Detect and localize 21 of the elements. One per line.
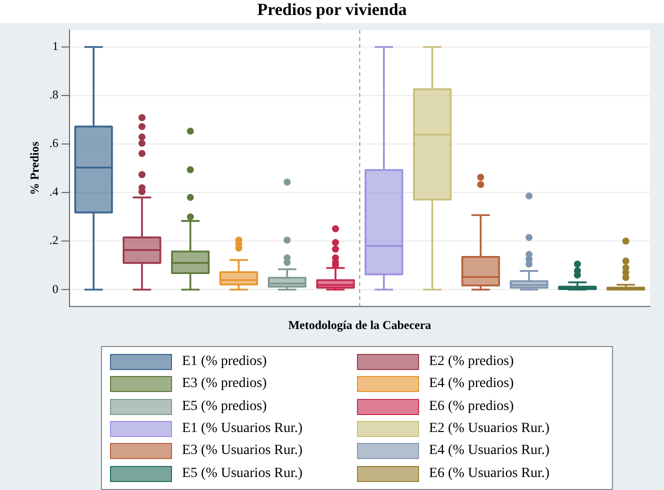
legend-label: E2 (% Usuarios Rur.) <box>429 420 550 437</box>
legend-label: E1 (% Usuarios Rur.) <box>182 420 303 437</box>
y-tick-label: 0 <box>52 282 58 296</box>
legend-label: E4 (% predios) <box>429 376 514 392</box>
legend-label: E5 (% predios) <box>182 398 267 415</box>
chart-title: Predios por vivienda <box>0 0 664 23</box>
y-tick-label: .6 <box>49 136 58 150</box>
y-tick-label: .2 <box>49 233 58 248</box>
y-axis-title: % Predios <box>27 141 42 196</box>
legend-label: E3 (% predios) <box>182 376 267 392</box>
legend-label: E4 (% Usuarios Rur.) <box>429 443 550 460</box>
legend-label: E5 (% Usuarios Rur.) <box>182 466 303 482</box>
legend-label: E6 (% Usuarios Rur.) <box>429 466 550 482</box>
y-tick-label: .8 <box>49 88 58 102</box>
legend-label: E1 (% predios) <box>182 354 267 370</box>
legend-label: E6 (% predios) <box>429 398 514 415</box>
x-axis-title: Metodología de la Cabecera <box>288 318 432 332</box>
y-tick-label: 1 <box>52 39 58 54</box>
legend-label: E3 (% Usuarios Rur.) <box>182 443 303 460</box>
y-tick-label: .4 <box>49 184 58 199</box>
legend-label: E2 (% predios) <box>429 354 514 370</box>
